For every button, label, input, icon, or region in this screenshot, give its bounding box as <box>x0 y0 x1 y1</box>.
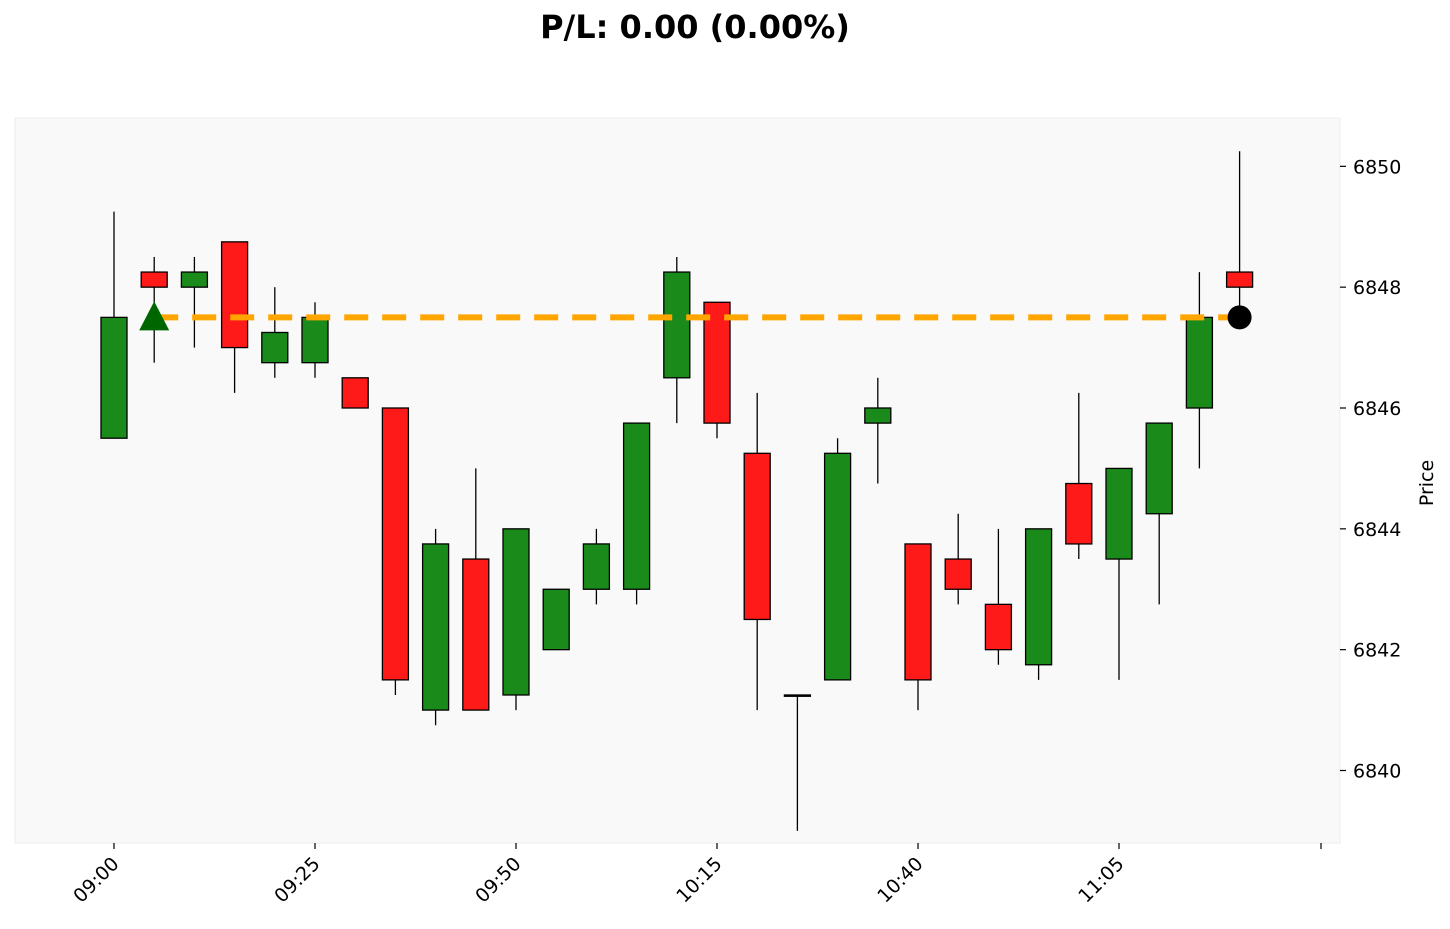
candle <box>864 377 892 484</box>
chart-title: P/L: 0.00 (0.00%) <box>540 8 850 46</box>
candle-body <box>502 528 530 696</box>
y-axis-label: Price <box>1416 460 1438 506</box>
candle <box>823 438 852 681</box>
candle <box>261 287 289 378</box>
candle <box>1105 467 1133 680</box>
candle <box>663 256 691 424</box>
candle <box>542 588 570 651</box>
candle-body <box>140 271 168 288</box>
candle <box>180 256 209 348</box>
candle-body <box>381 407 410 681</box>
candle <box>622 422 651 605</box>
candle-body <box>462 558 490 711</box>
candle <box>381 407 410 695</box>
candle-body <box>944 558 972 590</box>
candle <box>421 528 450 726</box>
candle-body <box>1024 528 1053 666</box>
candle-body <box>984 603 1013 651</box>
exit-marker <box>1227 305 1252 330</box>
y-tick-label: 6840 <box>1353 761 1401 783</box>
candle-body <box>823 452 852 681</box>
plot-area <box>14 117 1341 844</box>
overlay-layer <box>139 301 1252 331</box>
candle <box>904 543 932 711</box>
candle-body <box>622 422 651 590</box>
candle-body <box>1185 316 1214 409</box>
candle-body <box>542 588 570 651</box>
candle <box>944 513 972 605</box>
candle-body <box>582 543 611 590</box>
y-tick-label: 6850 <box>1353 156 1401 178</box>
candle <box>220 241 249 393</box>
y-tick-label: 6842 <box>1353 640 1401 662</box>
candle-body <box>100 316 128 439</box>
candle <box>502 528 530 711</box>
candle-body <box>904 543 932 681</box>
candle-body <box>220 241 249 349</box>
y-tick-label: 6848 <box>1353 277 1401 299</box>
candle <box>462 468 490 711</box>
candle-body <box>180 271 209 288</box>
candle <box>1225 151 1254 318</box>
candle-body <box>341 377 369 409</box>
candle-body <box>421 543 450 711</box>
candle <box>783 694 812 831</box>
candle-body <box>1105 467 1133 560</box>
y-tick-label: 6844 <box>1353 519 1401 541</box>
y-tick-label: 6846 <box>1353 398 1401 420</box>
candle <box>984 528 1013 665</box>
candles-layer <box>100 151 1254 831</box>
y-axis: 6840 6842 6844 6846 6848 6850 <box>1339 118 1401 843</box>
x-tick-label: 09:25 <box>270 853 324 907</box>
candle-body <box>1145 422 1173 515</box>
candle-body <box>261 331 289 364</box>
x-tick-label: 11:05 <box>1074 853 1128 907</box>
x-tick-label: 10:15 <box>672 853 726 907</box>
x-tick-label: 09:00 <box>69 853 123 907</box>
candle <box>1185 272 1214 469</box>
candle <box>100 211 128 439</box>
candle-body <box>301 316 329 364</box>
candle-body <box>743 452 771 621</box>
candle-body <box>864 407 892 424</box>
x-axis: 09:00 09:25 09:50 10:15 10:40 11:05 <box>69 843 1322 907</box>
candle <box>341 377 369 409</box>
candle <box>582 528 611 605</box>
candle <box>1145 422 1173 605</box>
candle <box>301 302 329 378</box>
x-tick-label: 10:40 <box>873 853 927 907</box>
entry-marker <box>139 301 170 331</box>
candle <box>1024 528 1053 680</box>
candle-body <box>1225 271 1254 288</box>
candle-body <box>663 271 691 379</box>
candle-body <box>1065 482 1093 545</box>
x-tick-label: 09:50 <box>471 853 525 907</box>
candle <box>743 392 771 711</box>
candle <box>703 301 731 439</box>
candle-body <box>703 301 731 424</box>
candle <box>1065 392 1093 560</box>
candle-body <box>783 694 812 697</box>
